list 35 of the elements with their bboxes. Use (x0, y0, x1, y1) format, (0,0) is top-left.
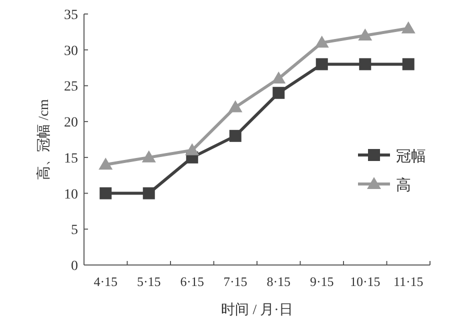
x-tick-label: 9·15 (310, 274, 334, 289)
y-tick-label: 35 (64, 8, 78, 23)
legend-label: 高 (396, 177, 411, 194)
point (98, 158, 113, 170)
point (314, 36, 329, 48)
point (402, 58, 414, 70)
point (359, 58, 372, 70)
y-axis-title: 高、冠幅 /cm (36, 99, 52, 180)
y-tick-label: 20 (64, 116, 78, 131)
y-tick-label: 10 (64, 187, 78, 202)
point (142, 187, 155, 200)
point (228, 100, 242, 112)
y-tick-label: 25 (64, 80, 78, 95)
point (316, 58, 328, 70)
point (229, 130, 242, 142)
y-tick-label: 0 (71, 259, 78, 274)
y-tick-label: 30 (64, 44, 78, 59)
x-tick-label: 10·15 (350, 274, 380, 289)
point (358, 28, 372, 41)
point (185, 143, 200, 156)
x-axis-title: 时间 / 月·日 (221, 302, 293, 318)
point (272, 86, 285, 99)
point (100, 187, 112, 200)
legend-label: 冠幅 (396, 148, 426, 165)
x-tick-label: 8·15 (266, 274, 291, 289)
point (142, 150, 156, 162)
y-tick-label: 5 (71, 223, 78, 238)
x-tick-label: 7·15 (223, 274, 248, 289)
x-tick-label: 11·15 (393, 274, 424, 289)
point (401, 21, 416, 34)
x-tick-label: 6·15 (180, 274, 204, 289)
y-tick-label: 15 (64, 151, 78, 166)
point (272, 72, 286, 84)
x-tick-label: 4·15 (94, 274, 118, 289)
x-tick-label: 5·15 (136, 274, 161, 289)
